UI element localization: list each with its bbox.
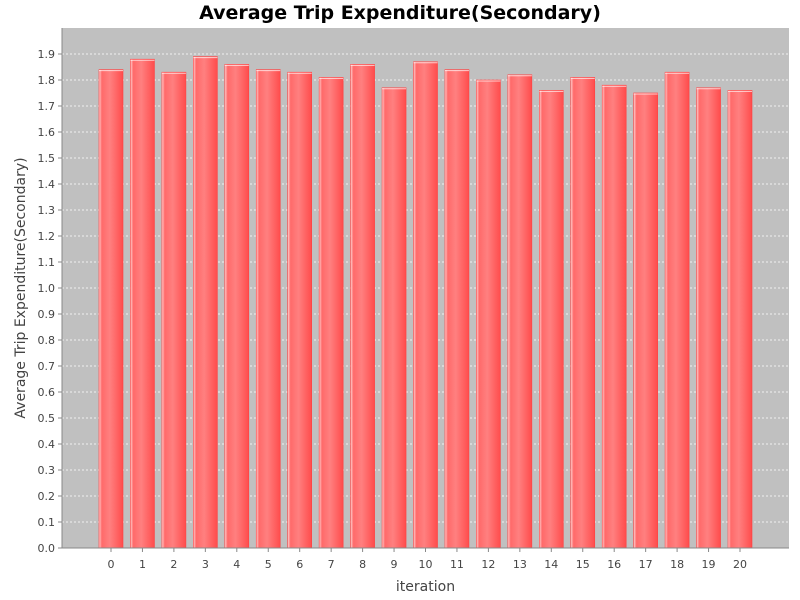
bar <box>130 58 155 549</box>
y-tick-label: 1.8 <box>38 74 56 87</box>
x-tick-label: 20 <box>733 558 747 571</box>
axes <box>58 28 789 552</box>
bar <box>381 87 407 549</box>
bar <box>255 69 281 549</box>
x-tick-label: 17 <box>639 558 653 571</box>
y-tick-label: 0.1 <box>38 516 56 529</box>
bar <box>727 90 753 549</box>
y-tick-label: 0.3 <box>38 464 56 477</box>
bar <box>444 69 470 549</box>
x-tick-label: 3 <box>202 558 209 571</box>
y-tick-label: 1.7 <box>38 100 56 113</box>
x-tick-label: 7 <box>328 558 335 571</box>
x-tick-label: 16 <box>607 558 621 571</box>
bar <box>287 71 313 549</box>
y-tick-label: 0.8 <box>38 334 56 347</box>
bar <box>664 71 690 549</box>
y-tick-label: 1.0 <box>38 282 56 295</box>
bar <box>413 61 438 549</box>
x-tick-label: 4 <box>233 558 240 571</box>
x-tick-label: 9 <box>391 558 398 571</box>
y-tick-label: 0.9 <box>38 308 56 321</box>
chart-title: Average Trip Expenditure(Secondary) <box>199 2 601 24</box>
y-tick-label: 1.6 <box>38 126 56 139</box>
y-tick-label: 0.2 <box>38 490 56 503</box>
bar <box>98 69 124 549</box>
x-tick-label: 14 <box>544 558 558 571</box>
y-tick-label: 0.4 <box>38 438 56 451</box>
x-tick-label: 13 <box>513 558 527 571</box>
x-tick-label: 12 <box>481 558 495 571</box>
bars <box>98 56 753 549</box>
x-tick-label: 10 <box>419 558 433 571</box>
x-tick-label: 18 <box>670 558 684 571</box>
y-tick-label: 0.7 <box>38 360 56 373</box>
y-tick-label: 0.0 <box>38 542 56 555</box>
bar <box>507 74 533 549</box>
bar <box>538 90 564 549</box>
bar <box>350 64 375 549</box>
bar <box>633 92 658 549</box>
x-tick-label: 0 <box>108 558 115 571</box>
x-tick-label: 8 <box>359 558 366 571</box>
bar <box>696 87 721 549</box>
y-tick-label: 0.6 <box>38 386 56 399</box>
y-tick-label: 1.9 <box>38 48 56 61</box>
x-tick-label: 19 <box>702 558 716 571</box>
bar <box>570 77 596 549</box>
bar <box>193 56 218 549</box>
bar <box>476 79 501 549</box>
y-tick-label: 1.3 <box>38 204 56 217</box>
y-tick-label: 1.5 <box>38 152 56 165</box>
bar <box>161 71 187 549</box>
x-tick-label: 15 <box>576 558 590 571</box>
y-tick-label: 1.2 <box>38 230 56 243</box>
x-tick-label: 2 <box>170 558 177 571</box>
y-tick-label: 1.1 <box>38 256 56 269</box>
y-axis-title: Average Trip Expenditure(Secondary) <box>13 157 29 418</box>
x-tick-label: 11 <box>450 558 464 571</box>
bar <box>224 64 250 549</box>
x-axis-title: iteration <box>396 579 455 595</box>
x-tick-label: 1 <box>139 558 146 571</box>
x-tick-label: 5 <box>265 558 272 571</box>
y-tick-label: 0.5 <box>38 412 56 425</box>
x-tick-label: 6 <box>296 558 303 571</box>
tick-labels: 0.0 0.1 0.2 0.3 0.4 0.5 0.6 0.7 0.8 0.9 1.0 1.1 1.2 1… <box>38 48 748 571</box>
bar <box>318 77 344 549</box>
bar <box>601 84 627 549</box>
y-tick-label: 1.4 <box>38 178 56 191</box>
